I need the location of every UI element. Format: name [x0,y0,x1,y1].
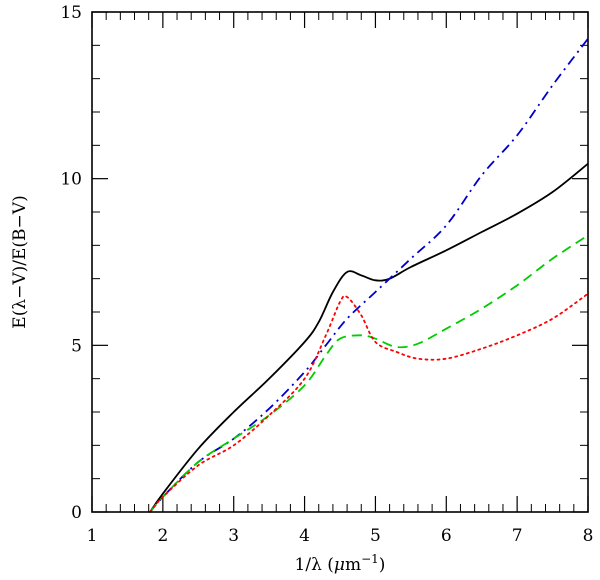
x-axis-label-sup: −1 [361,552,379,566]
y-axis-label: E(λ−V)/E(B−V) [10,195,30,328]
y-tick-label: 0 [71,503,82,523]
x-axis-label-main: 1/λ ( [295,555,334,575]
x-axis-label: 1/λ (μm−1) [295,552,386,575]
x-tick-label: 8 [583,526,594,546]
series-line-dashed [149,234,589,513]
axis-ticks [91,11,589,513]
series-line-solid [149,162,589,513]
y-tick-label: 10 [60,170,82,190]
x-axis-label-unit: m [345,555,361,575]
y-tick-label: 15 [60,3,82,23]
series-line-dotted [149,292,589,513]
x-tick-label: 5 [370,526,381,546]
y-tick-label: 5 [71,336,82,356]
x-tick-label: 1 [87,526,98,546]
x-axis-label-mu: μ [334,555,345,575]
x-tick-label: 6 [441,526,452,546]
x-tick-label: 4 [299,526,310,546]
series-line-dash-dot [149,38,589,513]
x-tick-label: 7 [512,526,523,546]
x-axis-label-close: ) [379,555,386,575]
tick-labels: 1 2 3 4 5 6 7 8 0 5 10 15 [60,3,593,546]
series-layer [149,38,589,513]
x-tick-label: 3 [228,526,239,546]
plot-frame [91,11,589,513]
x-tick-label: 2 [157,526,168,546]
